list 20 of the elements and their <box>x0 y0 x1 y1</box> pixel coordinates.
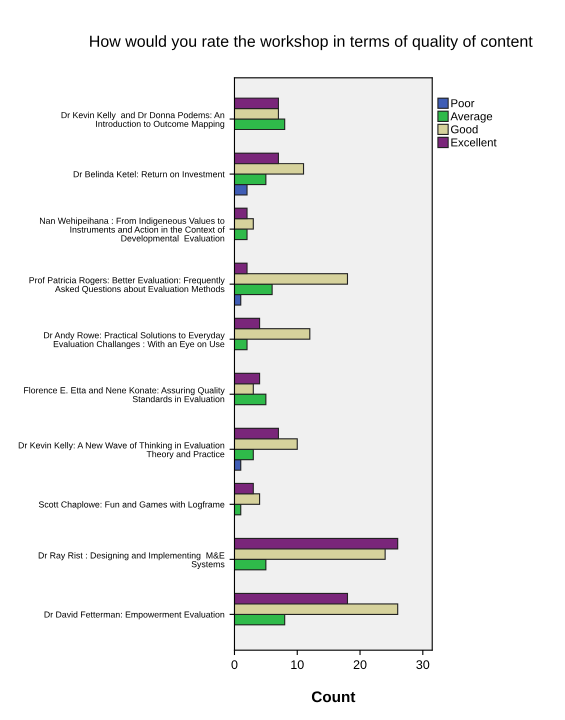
x-tick-label: 30 <box>416 660 430 670</box>
x-tick-label: 20 <box>354 660 366 670</box>
legend-label: Poor <box>451 99 474 108</box>
chart-title: How would you rate the workshop in terms of quality of content <box>90 35 533 50</box>
legend-label: Average <box>450 112 492 123</box>
y-tick-label: Dr Ray Rist : Designing and Implementing M&E Systems <box>38 552 224 570</box>
y-tick-label: Dr Andy Rowe: Practical Solutions to Everyday Evaluation Challanges : With an Eye on Use <box>44 332 225 349</box>
y-tick-label: Florence E. Etta and Nene Konate: Assuring Quality Standards in Evaluation <box>24 386 225 402</box>
y-tick-label: Dr Belinda Ketel: Return on Investment <box>74 170 225 178</box>
legend-label: Good <box>451 125 478 134</box>
y-tick-label: Prof Patricia Rogers: Better Evaluation: Frequently Asked Questions about Evaluation Methods <box>29 276 225 294</box>
y-tick-label: Dr Kevin Kelly and Dr Donna Podems: An Introduction to Outcome Mapping <box>62 112 224 129</box>
y-tick-label: Dr David Fetterman: Empowerment Evaluation <box>44 611 224 620</box>
y-tick-label: Nan Wehipeihana : From Indigeneous Values to Instruments and Action in the Context of Developmental Evaluation <box>40 217 225 244</box>
x-tick-label: 10 <box>291 660 304 670</box>
x-tick-label: 0 <box>231 660 238 670</box>
x-axis-title: Count <box>312 691 356 702</box>
y-tick-label: Dr Kevin Kelly: A New Wave of Thinking in Evaluation Theory and Practice <box>18 442 224 459</box>
legend-label: Excellent <box>451 138 497 146</box>
y-tick-label: Scott Chaplowe: Fun and Games with Logframe <box>38 501 224 510</box>
